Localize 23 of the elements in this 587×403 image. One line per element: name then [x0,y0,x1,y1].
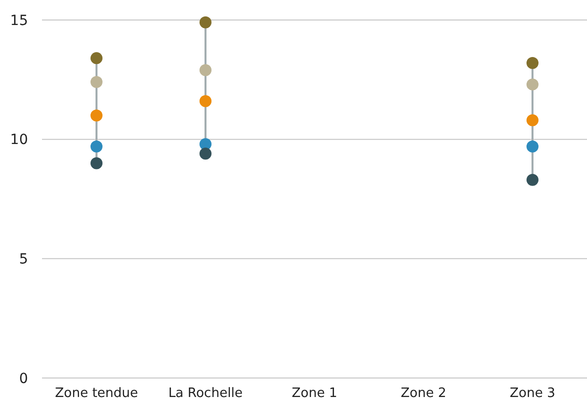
x-tick-label: Zone 3 [510,386,556,401]
point [200,64,212,76]
y-tick-label: 15 [10,12,28,29]
point [90,76,102,88]
point [526,140,538,152]
point [526,114,538,126]
point [90,140,102,152]
x-tick-label: Zone tendue [54,386,138,401]
y-tick-label: 0 [19,370,28,387]
point [90,157,102,170]
point [90,52,102,64]
x-tick-label: Zone 2 [400,386,446,401]
point [200,148,212,160]
y-tick-label: 10 [10,132,28,148]
point [526,56,538,69]
y-tick-label: 5 [19,252,28,268]
point [200,95,212,108]
x-tick-label: La Rochelle [168,386,243,401]
point [200,16,212,28]
point [90,109,102,122]
x-tick-label: Zone 1 [292,386,338,401]
point [526,78,538,90]
point [526,174,538,186]
